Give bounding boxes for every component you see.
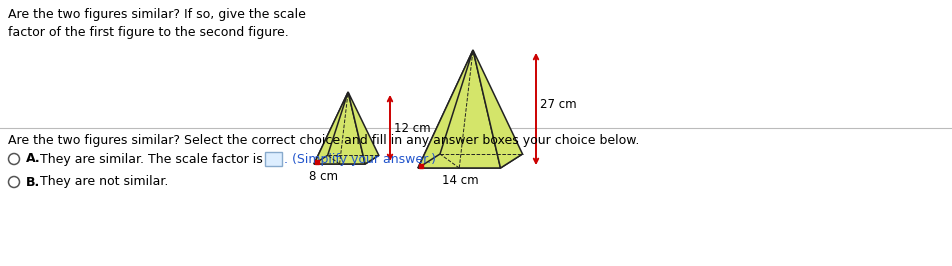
Text: Are the two figures similar? Select the correct choice and fill in any answer bo: Are the two figures similar? Select the … xyxy=(8,134,640,147)
Text: 14 cm: 14 cm xyxy=(442,173,478,186)
Text: They are similar. The scale factor is: They are similar. The scale factor is xyxy=(40,152,263,165)
Text: . (Simplify your answer.): . (Simplify your answer.) xyxy=(284,152,436,165)
Text: 12 cm: 12 cm xyxy=(394,122,430,135)
Polygon shape xyxy=(418,50,501,168)
Polygon shape xyxy=(473,50,523,168)
Text: B.: B. xyxy=(26,176,40,189)
Polygon shape xyxy=(314,155,379,164)
Polygon shape xyxy=(314,92,348,164)
Text: Are the two figures similar? If so, give the scale
factor of the first figure to: Are the two figures similar? If so, give… xyxy=(8,8,306,39)
Text: 8 cm: 8 cm xyxy=(308,169,338,182)
Text: They are not similar.: They are not similar. xyxy=(40,176,169,189)
Text: A.: A. xyxy=(26,152,41,165)
FancyBboxPatch shape xyxy=(265,152,282,166)
Polygon shape xyxy=(314,92,366,164)
Text: 27 cm: 27 cm xyxy=(540,98,577,110)
Polygon shape xyxy=(418,50,473,168)
Polygon shape xyxy=(418,154,523,168)
Polygon shape xyxy=(348,92,379,164)
